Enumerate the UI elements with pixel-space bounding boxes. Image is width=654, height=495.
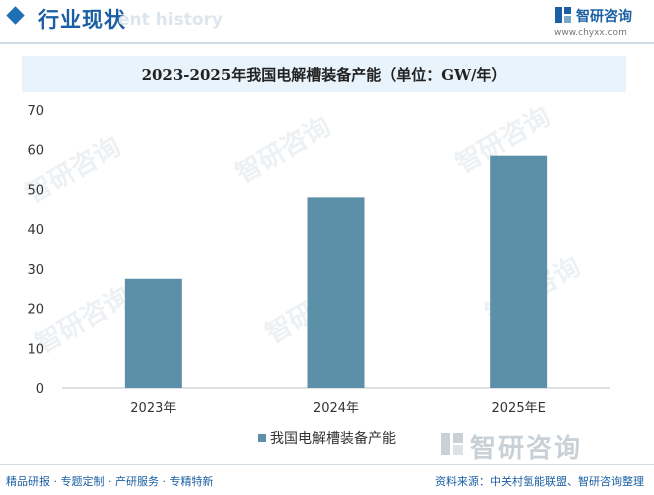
legend: 我国电解槽装备产能 — [0, 428, 654, 448]
bar — [124, 278, 182, 388]
x-tick-label: 2025年E — [492, 401, 546, 416]
bar — [490, 155, 548, 388]
brand-name: 智研咨询 — [576, 9, 632, 25]
bar — [307, 197, 365, 388]
section-subtitle: ent history — [118, 10, 223, 30]
brand-url: www.chyxx.com — [554, 28, 627, 38]
y-tick-label: 70 — [27, 104, 44, 119]
y-tick-label: 30 — [27, 263, 44, 278]
footer-source: 资料来源：中关村氢能联盟、智研咨询整理 — [435, 475, 644, 488]
chart-title: 2023-2025年我国电解槽装备产能（单位：GW/年） — [141, 66, 507, 84]
section-title: 行业现状 — [38, 8, 126, 32]
x-tick-label: 2024年 — [313, 401, 359, 416]
header: 行业现状 ent history 智研咨询 www.chyxx.com — [0, 0, 654, 44]
watermark-logo-icon — [441, 433, 463, 455]
x-tick-label: 2023年 — [130, 401, 176, 416]
chart-title-band: 2023-2025年我国电解槽装备产能（单位：GW/年） — [22, 56, 626, 92]
watermark-brand: 智研咨询 — [470, 434, 583, 464]
brand: 智研咨询 www.chyxx.com — [554, 4, 634, 40]
y-tick-label: 40 — [27, 223, 44, 238]
footer: 精品研报 · 专题定制 · 产研服务 · 专精特新 资料来源：中关村氢能联盟、智… — [0, 464, 654, 495]
y-tick-label: 0 — [36, 382, 44, 397]
y-tick-label: 60 — [27, 144, 44, 159]
brand-logo-icon — [555, 7, 571, 23]
y-tick-label: 20 — [27, 303, 44, 318]
footer-services: 精品研报 · 专题定制 · 产研服务 · 专精特新 — [6, 475, 214, 488]
y-tick-label: 10 — [27, 342, 44, 357]
y-tick-label: 50 — [27, 183, 44, 198]
legend-swatch — [258, 434, 266, 442]
header-divider — [0, 42, 654, 44]
legend-label: 我国电解槽装备产能 — [270, 431, 396, 447]
